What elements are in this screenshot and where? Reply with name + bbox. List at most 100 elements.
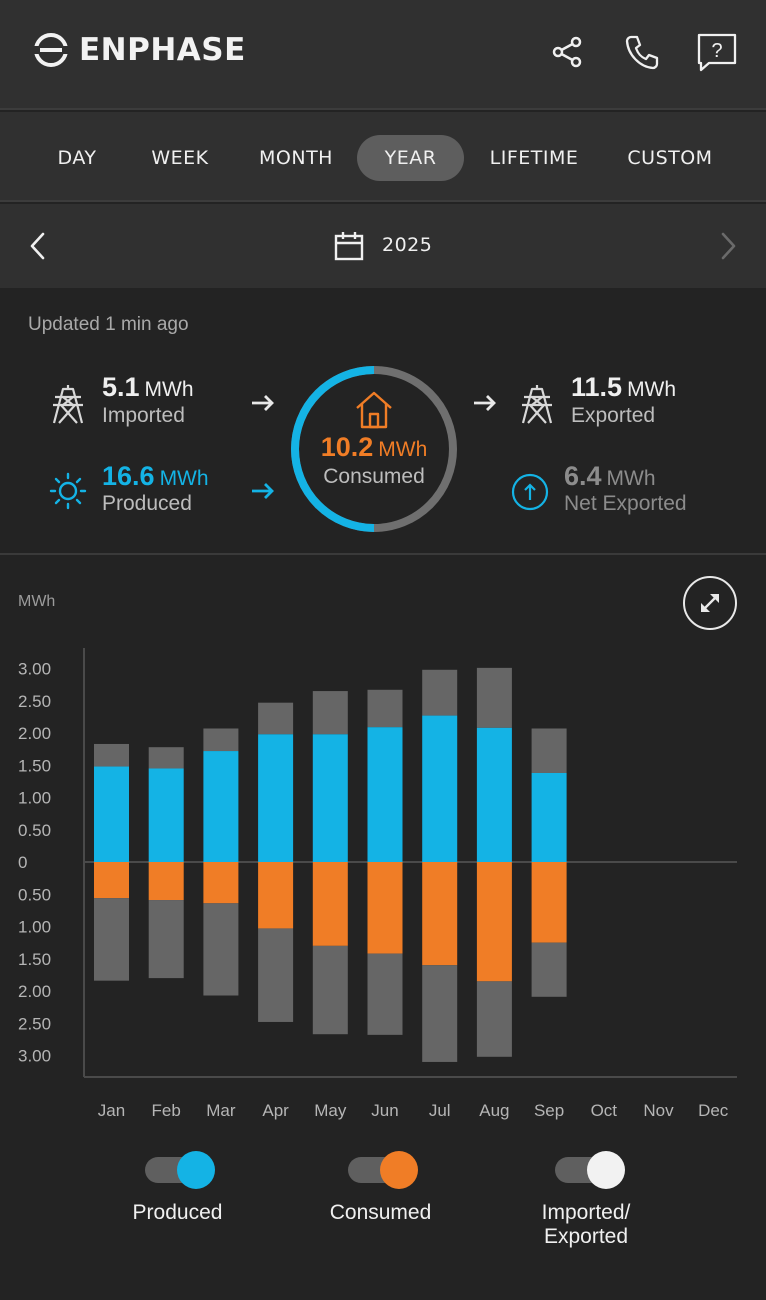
tab-week[interactable]: WEEK xyxy=(151,147,209,169)
period-tabs: DAY WEEK MONTH YEAR LIFETIME CUSTOM xyxy=(0,112,766,202)
consumed-value: 10.2 MWh xyxy=(320,432,428,462)
y-tick-label: 1.50 xyxy=(18,950,51,969)
bar-exported xyxy=(203,728,239,752)
x-tick-label: Mar xyxy=(206,1101,236,1120)
produced-value: 16.6 MWh xyxy=(102,461,209,491)
exported-label: Exported xyxy=(571,404,656,427)
y-tick-label: 2.00 xyxy=(18,724,51,743)
bar-produced xyxy=(531,772,567,862)
sun-icon xyxy=(49,472,87,510)
y-axis-unit: MWh xyxy=(18,593,56,610)
bar-produced xyxy=(312,734,348,862)
arrow-right-icon xyxy=(252,483,274,499)
y-tick-label: 2.00 xyxy=(18,982,51,1001)
bar-exported xyxy=(94,743,129,767)
exported-value: 11.5 MWh xyxy=(571,372,677,402)
bar-consumed xyxy=(422,862,458,966)
produced-toggle[interactable] xyxy=(145,1150,215,1190)
x-tick-label: Jun xyxy=(371,1101,398,1120)
chevron-left-icon[interactable] xyxy=(27,231,49,261)
tab-year[interactable]: YEAR xyxy=(357,135,464,181)
legend-consumed: Consumed xyxy=(329,1201,432,1224)
bar-exported xyxy=(312,691,348,735)
enphase-logo-icon xyxy=(33,33,69,67)
x-tick-label: Dec xyxy=(698,1101,729,1120)
legend-imported-exported: Imported/ Exported xyxy=(541,1201,631,1248)
y-tick-label: 0 xyxy=(18,853,27,872)
calendar-icon[interactable] xyxy=(333,230,365,262)
bar-imported xyxy=(258,928,294,1022)
legend-produced: Produced xyxy=(132,1201,223,1224)
bar-produced xyxy=(476,727,512,862)
y-tick-label: 1.00 xyxy=(18,789,51,808)
tab-month[interactable]: MONTH xyxy=(259,147,333,169)
bar-imported xyxy=(203,903,239,996)
y-tick-label: 0.50 xyxy=(18,885,51,904)
bar-produced xyxy=(258,734,294,862)
net-exported-label: Net Exported xyxy=(564,492,687,515)
y-tick-label: 3.00 xyxy=(18,1047,51,1066)
help-icon[interactable]: ? xyxy=(697,32,737,72)
bar-exported xyxy=(422,669,458,716)
transmission-tower-icon xyxy=(52,385,84,424)
x-tick-label: Feb xyxy=(152,1101,181,1120)
arrow-right-icon xyxy=(474,395,496,411)
bar-consumed xyxy=(148,862,184,901)
consumed-ring[interactable] xyxy=(288,363,460,535)
x-tick-label: Oct xyxy=(591,1101,618,1120)
last-updated: Updated 1 min ago xyxy=(28,314,189,335)
energy-bar-chart: 3.00 2.50 2.00 1.50 1.00 0.50 0 0.50 1.00 1.50 2.0… xyxy=(18,648,737,1120)
transmission-tower-icon xyxy=(521,385,553,424)
bar-produced xyxy=(422,715,458,862)
x-tick-label: Jul xyxy=(429,1101,451,1120)
tab-custom[interactable]: CUSTOM xyxy=(627,147,713,169)
bar-produced xyxy=(367,727,403,862)
imported-exported-toggle[interactable] xyxy=(555,1150,625,1190)
bar-produced xyxy=(148,768,184,862)
app-header: ENPHASE ? xyxy=(0,0,766,110)
bar-exported xyxy=(148,747,184,769)
y-tick-label: 1.50 xyxy=(18,756,51,775)
consumed-toggle[interactable] xyxy=(348,1150,418,1190)
x-tick-label: Nov xyxy=(643,1101,674,1120)
net-exported-value: 6.4 MWh xyxy=(564,461,656,491)
y-tick-label: 2.50 xyxy=(18,692,51,711)
imported-label: Imported xyxy=(102,404,185,427)
bar-exported xyxy=(367,689,403,728)
bar-imported xyxy=(476,981,512,1057)
x-tick-label: Aug xyxy=(479,1101,509,1120)
bar-consumed xyxy=(203,862,239,904)
expand-icon xyxy=(701,594,719,612)
selected-year[interactable]: 2025 xyxy=(382,234,433,256)
help-glyph: ? xyxy=(711,40,722,62)
expand-chart-button[interactable] xyxy=(683,576,737,630)
produced-label: Produced xyxy=(102,492,192,515)
bar-imported xyxy=(94,898,129,981)
brand-name: ENPHASE xyxy=(79,32,246,68)
x-tick-label: Sep xyxy=(534,1101,564,1120)
bar-produced xyxy=(203,751,239,862)
chevron-right-icon[interactable] xyxy=(717,231,739,261)
share-icon[interactable] xyxy=(547,32,587,72)
bar-consumed xyxy=(531,862,567,943)
bar-consumed xyxy=(367,862,403,954)
arrow-up-circle-icon xyxy=(511,473,549,511)
imported-value: 5.1 MWh xyxy=(102,372,194,402)
tab-day[interactable]: DAY xyxy=(57,147,97,169)
bar-imported xyxy=(148,900,184,979)
phone-icon[interactable] xyxy=(622,32,662,72)
bar-imported xyxy=(367,953,403,1035)
tab-lifetime[interactable]: LIFETIME xyxy=(489,147,579,169)
consumed-label: Consumed xyxy=(323,465,425,488)
section-divider xyxy=(0,553,766,555)
x-tick-label: Jan xyxy=(98,1101,125,1120)
bar-exported xyxy=(258,702,294,735)
house-icon xyxy=(356,391,392,429)
y-tick-label: 3.00 xyxy=(18,660,51,679)
y-tick-label: 2.50 xyxy=(18,1014,51,1033)
ring-produced-share xyxy=(291,366,375,532)
bar-imported xyxy=(531,942,567,997)
bar-exported xyxy=(476,667,512,728)
bar-imported xyxy=(422,965,458,1062)
x-tick-label: Apr xyxy=(262,1101,289,1120)
